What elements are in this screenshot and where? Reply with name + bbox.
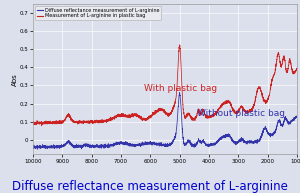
Text: Diffuse reflectance measurement of L-arginine: Diffuse reflectance measurement of L-arg…	[12, 180, 288, 193]
Legend: Diffuse reflectance measurement of L-arginine, Measurement of L-arginine in plas: Diffuse reflectance measurement of L-arg…	[35, 6, 160, 20]
Text: With plastic bag: With plastic bag	[145, 84, 218, 93]
Y-axis label: Abs: Abs	[12, 73, 18, 85]
Text: Without plastic bag: Without plastic bag	[197, 109, 285, 118]
